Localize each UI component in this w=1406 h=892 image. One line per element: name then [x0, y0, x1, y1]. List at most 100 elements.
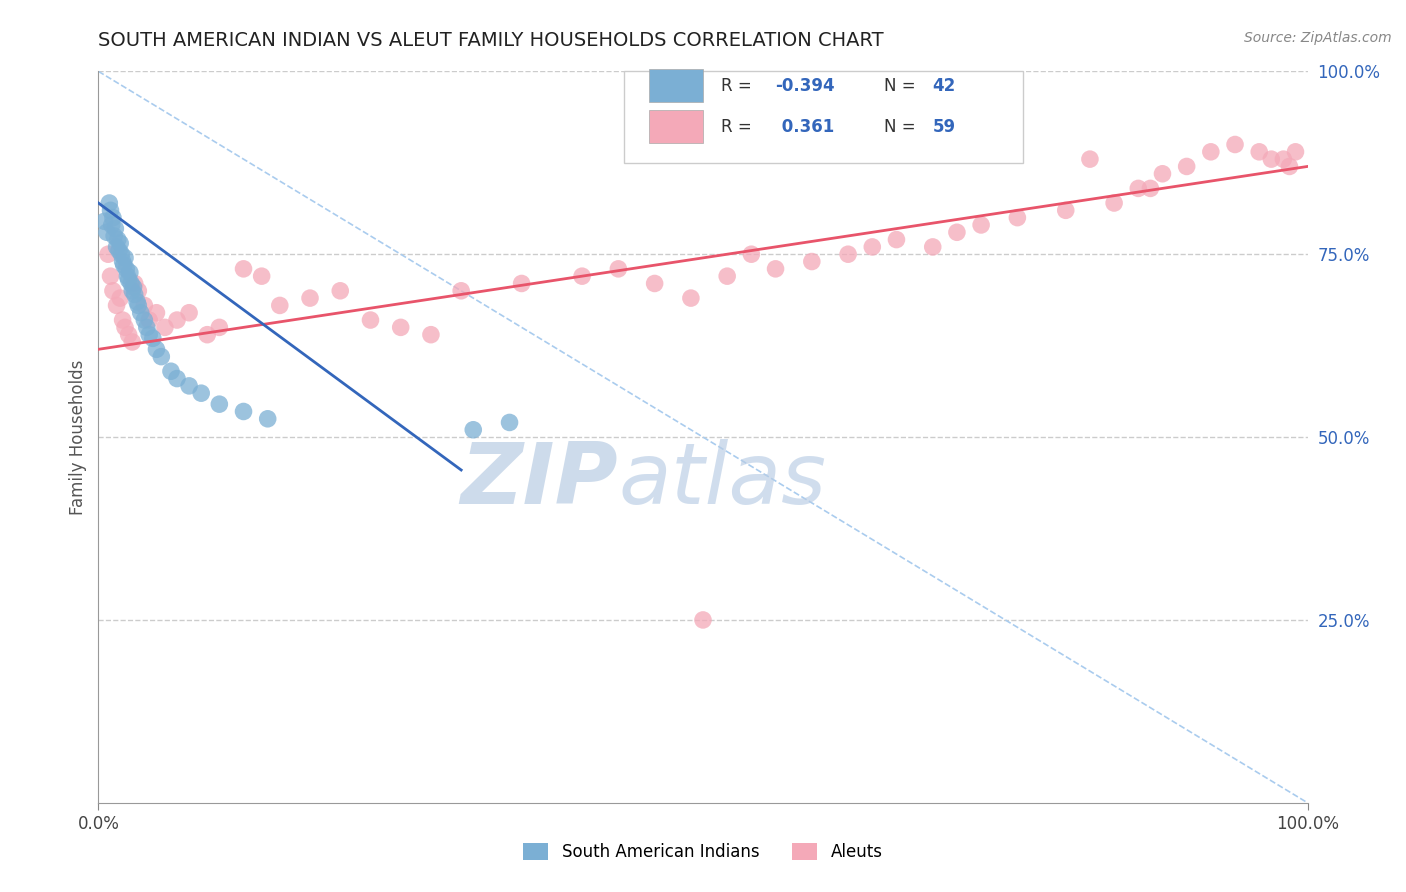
Text: Source: ZipAtlas.com: Source: ZipAtlas.com [1244, 31, 1392, 45]
Point [150, 350, 173, 364]
Point [360, 313, 382, 327]
Point [765, 261, 787, 276]
Point [463, 423, 485, 437]
Point [96, 225, 118, 239]
Point [134, 313, 156, 327]
Point [111, 313, 134, 327]
Point [105, 298, 128, 312]
Point [117, 269, 139, 284]
Point [127, 284, 149, 298]
Text: 42: 42 [932, 77, 956, 95]
Point [946, 225, 969, 239]
Point [1152, 167, 1174, 181]
Point [145, 306, 167, 320]
Point [104, 221, 127, 235]
Point [145, 343, 167, 357]
Point [607, 261, 630, 276]
Point [179, 379, 201, 393]
Point [153, 320, 176, 334]
Point [118, 273, 141, 287]
Point [100, 269, 122, 284]
Point [107, 233, 129, 247]
Point [124, 287, 146, 301]
Text: N =: N = [884, 118, 921, 136]
Point [886, 233, 908, 247]
Point [1102, 196, 1125, 211]
Text: R =: R = [721, 77, 758, 95]
Point [120, 277, 142, 291]
Point [118, 266, 141, 280]
Point [921, 240, 943, 254]
Point [269, 298, 291, 312]
Point [716, 269, 738, 284]
Y-axis label: Family Households: Family Households [69, 359, 87, 515]
Point [190, 386, 212, 401]
Point [329, 284, 352, 298]
Legend: South American Indians, Aleuts: South American Indians, Aleuts [516, 836, 890, 868]
Point [1007, 211, 1029, 225]
Point [692, 613, 714, 627]
Point [1284, 145, 1306, 159]
Point [1054, 203, 1077, 218]
Point [250, 269, 273, 284]
Point [108, 244, 131, 258]
Text: 0.361: 0.361 [776, 118, 834, 136]
Point [121, 334, 143, 349]
Point [389, 320, 412, 334]
Text: R =: R = [721, 118, 758, 136]
Point [114, 320, 136, 334]
Point [108, 236, 131, 251]
Point [179, 306, 201, 320]
Point [127, 298, 149, 312]
Text: ZIP: ZIP [461, 440, 619, 523]
Point [142, 331, 165, 345]
FancyBboxPatch shape [624, 71, 1024, 163]
Point [208, 320, 231, 334]
Point [138, 327, 160, 342]
Point [101, 211, 124, 225]
FancyBboxPatch shape [648, 70, 703, 102]
Point [127, 294, 149, 309]
Point [121, 284, 143, 298]
Point [195, 327, 218, 342]
Point [420, 327, 443, 342]
Point [1128, 181, 1150, 195]
Point [571, 269, 593, 284]
Point [111, 254, 134, 268]
Point [1249, 145, 1271, 159]
Point [100, 218, 122, 232]
Point [498, 416, 520, 430]
Point [1175, 160, 1198, 174]
Point [122, 280, 145, 294]
Point [450, 284, 472, 298]
Point [1139, 181, 1161, 195]
FancyBboxPatch shape [648, 110, 703, 143]
Point [93, 214, 115, 228]
Point [112, 258, 135, 272]
Point [970, 218, 993, 232]
Point [679, 291, 702, 305]
Text: SOUTH AMERICAN INDIAN VS ALEUT FAMILY HOUSEHOLDS CORRELATION CHART: SOUTH AMERICAN INDIAN VS ALEUT FAMILY HO… [98, 31, 884, 50]
Point [256, 412, 278, 426]
Point [1260, 152, 1282, 166]
Point [299, 291, 322, 305]
Point [510, 277, 533, 291]
Text: N =: N = [884, 77, 921, 95]
Point [1199, 145, 1222, 159]
Point [124, 277, 146, 291]
Point [232, 404, 254, 418]
Point [138, 313, 160, 327]
Point [1278, 160, 1301, 174]
Point [103, 228, 125, 243]
Point [644, 277, 666, 291]
Point [166, 371, 188, 385]
Point [100, 203, 122, 218]
Point [114, 251, 136, 265]
Point [166, 313, 188, 327]
Point [135, 320, 157, 334]
Point [860, 240, 883, 254]
Point [1223, 137, 1246, 152]
Text: -0.394: -0.394 [776, 77, 835, 95]
Point [740, 247, 762, 261]
Point [105, 240, 128, 254]
